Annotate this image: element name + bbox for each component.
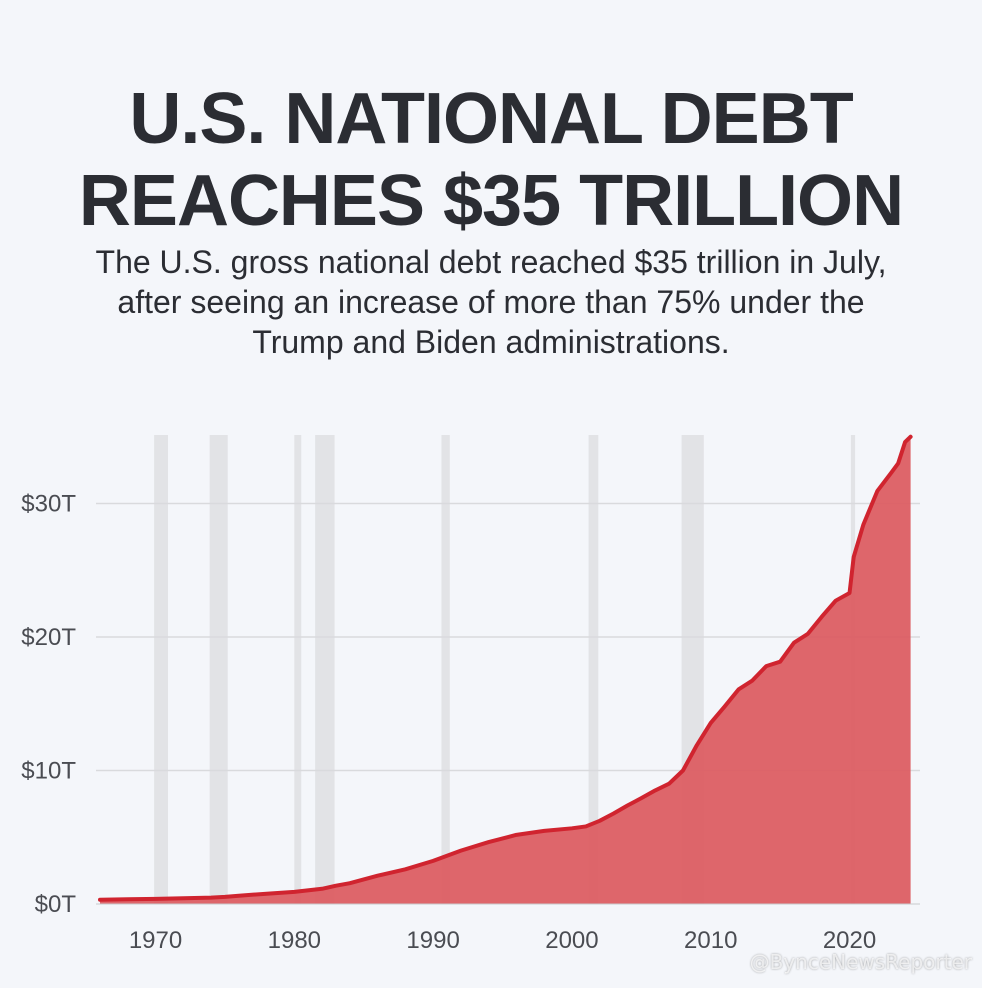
data-point [431, 859, 435, 863]
recession-band [315, 435, 335, 904]
data-point [909, 435, 912, 438]
watermark: @BynceNewsReporter [749, 950, 972, 974]
data-point [584, 825, 588, 828]
y-tick-label: $0T [35, 891, 77, 918]
x-tick-label: 1970 [129, 927, 182, 954]
data-point [681, 769, 685, 772]
recession-band [294, 435, 302, 904]
chart-subtitle: The U.S. gross national debt reached $35… [0, 242, 982, 362]
data-point [709, 721, 712, 725]
debt-area-chart: $0T $10T $20T $30T 1970 1980 1990 2000 2010 2020 [21, 434, 920, 954]
title-line-1: U.S. NATIONAL DEBT [129, 79, 853, 159]
recession-band [209, 435, 228, 904]
data-point [806, 632, 810, 635]
data-point [792, 641, 796, 644]
data-point [542, 829, 546, 833]
data-point [903, 440, 907, 444]
debt-area [100, 436, 911, 904]
data-point [667, 782, 671, 785]
data-point [820, 615, 823, 618]
data-point [98, 898, 102, 901]
data-point [626, 804, 629, 807]
data-point [896, 462, 900, 465]
chart-title: U.S. NATIONAL DEBT REACHES $35 TRILLION [0, 78, 982, 242]
data-point [852, 555, 855, 559]
subtitle-line-1: The U.S. gross national debt reached $35… [95, 244, 887, 280]
data-point [404, 868, 407, 871]
recession-band [588, 435, 599, 904]
data-point [334, 884, 338, 887]
data-point [765, 664, 768, 668]
y-tick-label: $20T [21, 624, 76, 651]
data-point [209, 896, 213, 899]
subtitle-line-2: after seeing an increase of more than 75… [117, 284, 865, 320]
data-point [348, 881, 352, 885]
data-point [737, 688, 740, 691]
data-point [598, 819, 601, 823]
data-point [376, 874, 379, 877]
data-point [223, 895, 227, 899]
data-point [848, 591, 851, 595]
data-point [695, 743, 699, 747]
data-point [459, 849, 463, 852]
data-point [320, 887, 324, 890]
x-tick-label: 2020 [823, 927, 876, 954]
x-tick-label: 1990 [406, 927, 459, 954]
subtitle-line-3: Trump and Biden administrations. [252, 324, 730, 360]
data-point [723, 705, 726, 708]
data-point [570, 827, 574, 830]
x-tick-label: 2010 [684, 927, 737, 954]
data-point [182, 897, 185, 900]
data-point [612, 812, 615, 815]
title-line-2: REACHES $35 TRILLION [78, 161, 904, 241]
data-point [862, 523, 865, 526]
x-tick-label: 2000 [545, 927, 598, 954]
y-tick-label: $30T [21, 491, 76, 518]
x-tick-label: 1980 [268, 927, 321, 954]
data-point [265, 892, 268, 895]
recession-band [441, 435, 450, 904]
data-point [515, 833, 518, 837]
data-point [834, 599, 837, 602]
data-point [154, 897, 157, 901]
data-point [751, 679, 754, 682]
data-point [640, 796, 643, 800]
y-tick-label: $10T [21, 758, 76, 785]
recession-band [154, 435, 169, 904]
data-point [237, 894, 241, 897]
data-point [126, 897, 129, 901]
data-point [293, 890, 296, 894]
data-point [487, 840, 490, 844]
data-point [778, 660, 782, 663]
data-point [876, 489, 879, 493]
data-point [654, 789, 657, 792]
data-point [889, 471, 893, 474]
